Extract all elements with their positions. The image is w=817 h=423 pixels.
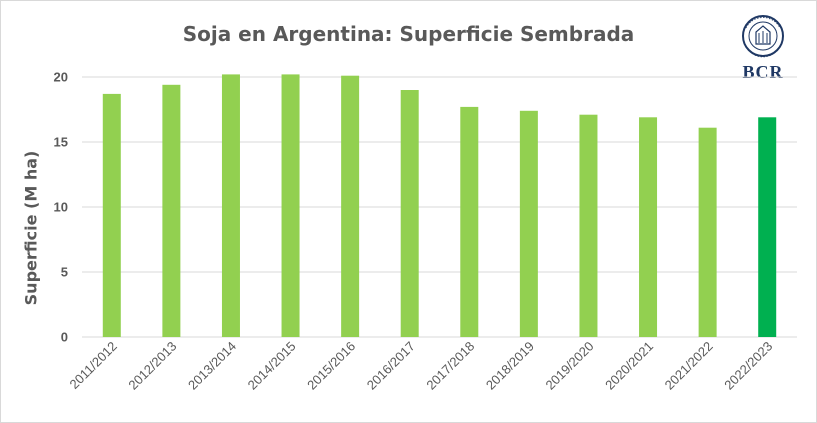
bar-2016-2017: [400, 90, 419, 337]
x-tick-label: 2020/2021: [602, 339, 656, 393]
bar-2013-2014: [221, 74, 240, 338]
bar-2019-2020: [579, 114, 598, 337]
y-tick-label: 15: [54, 135, 68, 150]
bar-2022-2023: [758, 117, 777, 337]
x-tick-label: 2013/2014: [185, 339, 239, 393]
bars: [102, 74, 777, 338]
y-tick-label: 10: [54, 200, 68, 215]
bar-2020-2021: [639, 117, 658, 337]
x-tick-label: 2022/2023: [721, 339, 775, 393]
x-tick-label: 2018/2019: [483, 339, 537, 393]
x-tick-label: 2012/2013: [125, 339, 179, 393]
x-tick-label: 2021/2022: [662, 339, 716, 393]
x-tick-label: 2017/2018: [423, 339, 477, 393]
y-tick-label: 20: [54, 70, 68, 85]
bar-2018-2019: [519, 110, 538, 337]
x-tick-label: 2011/2012: [67, 339, 120, 392]
bar-2012-2013: [162, 84, 181, 337]
x-tick-label: 2014/2015: [245, 339, 299, 393]
y-tick-labels: 0 5 10 15 20: [54, 70, 68, 345]
bar-2017-2018: [460, 106, 479, 338]
y-tick-label: 0: [61, 330, 68, 345]
bar-2014-2015: [281, 74, 300, 338]
bar-2015-2016: [341, 75, 360, 337]
bar-2021-2022: [698, 127, 717, 337]
chart-title: Soja en Argentina: Superficie Sembrada: [182, 22, 635, 46]
bar-2011-2012: [102, 93, 121, 338]
x-tick-label: 2016/2017: [364, 339, 418, 393]
x-tick-labels: 2011/2012 2012/2013 2013/2014 2014/2015 2015…: [67, 339, 776, 393]
x-tick-label: 2015/2016: [304, 339, 358, 393]
gridlines: [82, 76, 797, 338]
y-tick-label: 5: [61, 265, 68, 280]
x-tick-label: 2019/2020: [543, 339, 597, 393]
bcr-seal-icon: [742, 15, 784, 58]
